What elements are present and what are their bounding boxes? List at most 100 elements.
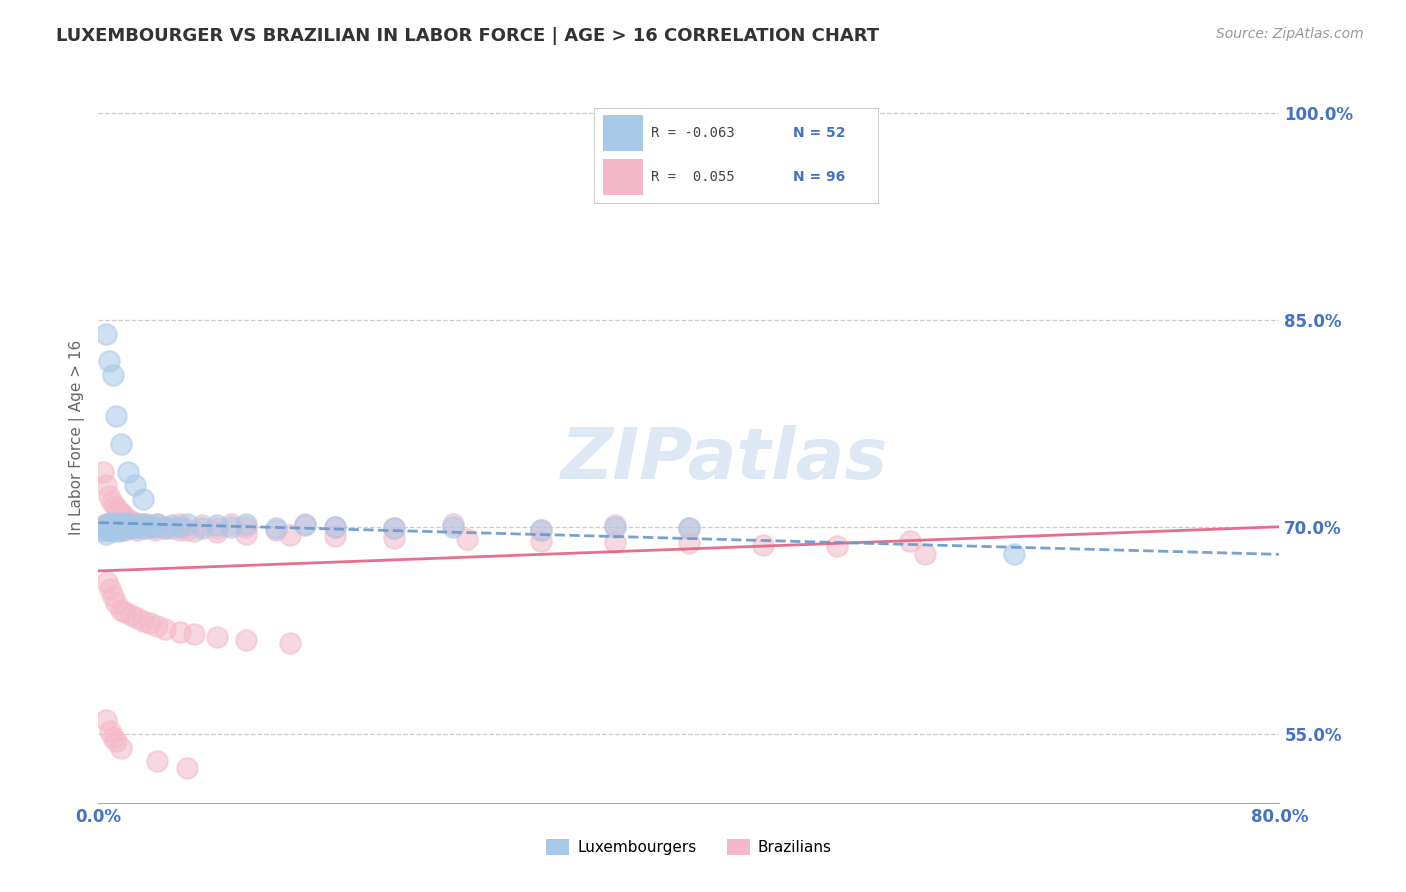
Point xyxy=(169,523,191,537)
Point xyxy=(96,516,118,531)
Point xyxy=(97,490,120,504)
Point xyxy=(605,520,627,534)
Point xyxy=(104,499,127,513)
Point xyxy=(441,516,464,531)
Point xyxy=(382,531,405,545)
Point xyxy=(91,520,114,534)
Point xyxy=(235,520,257,534)
Point xyxy=(323,520,346,534)
Point xyxy=(132,516,155,531)
Point xyxy=(115,516,138,530)
Point xyxy=(530,533,553,548)
Point xyxy=(143,520,166,534)
Point xyxy=(139,616,162,631)
Point xyxy=(132,492,155,507)
Point xyxy=(98,582,121,596)
Point xyxy=(114,521,136,535)
Point xyxy=(125,518,148,533)
Point xyxy=(1002,548,1025,562)
Point xyxy=(153,622,176,636)
Point xyxy=(128,516,150,531)
Point xyxy=(120,516,142,531)
Point xyxy=(104,521,127,535)
Point xyxy=(117,520,139,534)
Point xyxy=(169,520,191,534)
Point xyxy=(605,535,627,549)
Point xyxy=(110,516,132,531)
Point xyxy=(153,521,176,535)
Point xyxy=(98,724,121,739)
Point xyxy=(115,511,138,525)
Point xyxy=(135,516,157,531)
Point xyxy=(900,533,922,548)
Point xyxy=(117,520,139,534)
Point xyxy=(110,437,132,451)
Point xyxy=(678,521,700,535)
Text: Source: ZipAtlas.com: Source: ZipAtlas.com xyxy=(1216,27,1364,41)
Point xyxy=(235,632,257,647)
Point xyxy=(112,518,135,533)
Point xyxy=(108,518,131,533)
Point xyxy=(124,516,146,530)
Point xyxy=(146,516,169,531)
Point xyxy=(105,596,128,610)
Point xyxy=(98,516,121,530)
Point xyxy=(162,518,183,533)
Point xyxy=(264,521,287,535)
Text: ZIPatlas: ZIPatlas xyxy=(561,425,889,493)
Point xyxy=(124,478,146,492)
Point xyxy=(146,755,169,769)
Point xyxy=(183,524,205,538)
Legend: Luxembourgers, Brazilians: Luxembourgers, Brazilians xyxy=(540,833,838,861)
Point xyxy=(91,465,114,479)
Point xyxy=(280,636,302,650)
Point xyxy=(221,516,243,531)
Point xyxy=(120,514,142,528)
Point xyxy=(114,523,136,537)
Point xyxy=(97,520,120,534)
Point xyxy=(176,761,198,775)
Point xyxy=(103,730,125,744)
Point xyxy=(94,526,117,541)
Point xyxy=(110,506,132,520)
Point xyxy=(112,508,135,523)
Point xyxy=(205,525,228,540)
Point xyxy=(146,619,169,633)
Point xyxy=(98,523,121,537)
Point xyxy=(100,495,122,509)
Point xyxy=(103,520,125,534)
Point xyxy=(94,326,117,341)
Point xyxy=(105,516,128,531)
Point xyxy=(752,538,775,552)
Point xyxy=(914,548,936,562)
Point xyxy=(135,521,157,535)
Point xyxy=(94,478,117,492)
Point xyxy=(96,516,118,531)
Y-axis label: In Labor Force | Age > 16: In Labor Force | Age > 16 xyxy=(69,340,84,534)
Point xyxy=(103,589,125,603)
Point xyxy=(103,368,125,382)
Point xyxy=(93,518,115,533)
Point xyxy=(169,516,191,531)
Point xyxy=(132,521,155,535)
Point xyxy=(122,516,145,531)
Point xyxy=(110,521,132,535)
Point xyxy=(153,520,176,534)
Point xyxy=(457,532,479,546)
Point xyxy=(125,611,148,625)
Point xyxy=(191,518,214,533)
Point xyxy=(112,520,135,534)
Point xyxy=(678,521,700,535)
Point xyxy=(93,523,115,537)
Point xyxy=(441,520,464,534)
Point xyxy=(107,523,129,537)
Point xyxy=(143,523,166,537)
Point xyxy=(110,602,132,616)
Point xyxy=(146,516,169,531)
Point xyxy=(605,518,627,533)
Point xyxy=(205,630,228,644)
Point xyxy=(107,524,129,538)
Point xyxy=(143,520,166,534)
Text: LUXEMBOURGER VS BRAZILIAN IN LABOR FORCE | AGE > 16 CORRELATION CHART: LUXEMBOURGER VS BRAZILIAN IN LABOR FORCE… xyxy=(56,27,879,45)
Point xyxy=(114,605,136,619)
